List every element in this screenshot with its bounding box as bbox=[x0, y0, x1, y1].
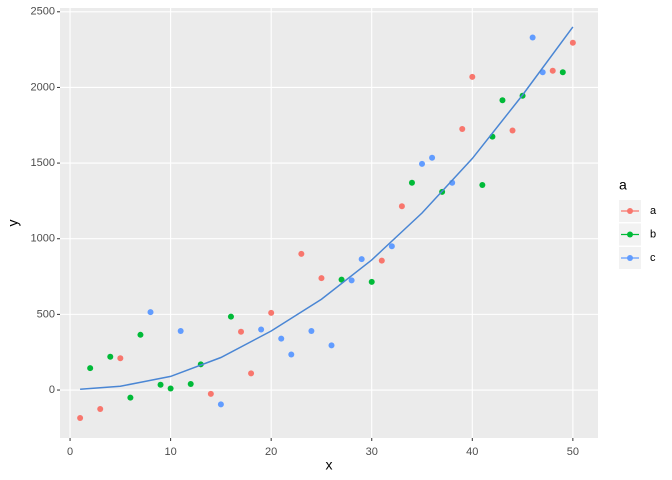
point bbox=[358, 256, 365, 263]
point bbox=[258, 326, 265, 333]
legend-point bbox=[627, 255, 633, 261]
point bbox=[429, 154, 436, 161]
point bbox=[97, 405, 104, 412]
point bbox=[499, 97, 506, 104]
point bbox=[268, 309, 275, 316]
point bbox=[348, 277, 355, 284]
legend-point bbox=[627, 208, 633, 214]
point bbox=[408, 179, 415, 186]
legend-label: a bbox=[650, 205, 657, 217]
point bbox=[328, 342, 335, 349]
x-tick-label: 30 bbox=[366, 446, 378, 458]
point bbox=[368, 278, 375, 285]
point bbox=[137, 331, 144, 338]
point bbox=[469, 73, 476, 80]
point bbox=[217, 401, 224, 408]
point bbox=[569, 39, 576, 46]
x-tick-label: 50 bbox=[567, 446, 579, 458]
point bbox=[248, 370, 255, 377]
point bbox=[157, 381, 164, 388]
point bbox=[378, 257, 385, 264]
y-tick-label: 1000 bbox=[31, 233, 55, 245]
legend-label: c bbox=[650, 252, 656, 264]
point bbox=[187, 380, 194, 387]
y-tick-label: 2000 bbox=[31, 81, 55, 93]
panel bbox=[60, 8, 598, 438]
point bbox=[529, 34, 536, 41]
point bbox=[117, 355, 124, 362]
point bbox=[298, 250, 305, 257]
point bbox=[318, 275, 325, 282]
point bbox=[308, 328, 315, 335]
y-axis-title: y bbox=[5, 220, 21, 227]
x-tick-label: 40 bbox=[466, 446, 478, 458]
point bbox=[278, 335, 285, 342]
x-tick-label: 0 bbox=[67, 446, 73, 458]
point bbox=[459, 126, 466, 133]
y-tick-label: 0 bbox=[49, 384, 55, 396]
point bbox=[398, 203, 405, 210]
point bbox=[419, 160, 426, 167]
legend-label: b bbox=[650, 228, 656, 240]
point bbox=[479, 182, 486, 189]
point bbox=[127, 394, 134, 401]
point bbox=[338, 276, 345, 283]
legend-title: a bbox=[619, 177, 627, 193]
point bbox=[207, 390, 214, 397]
point bbox=[509, 127, 516, 134]
point bbox=[147, 309, 154, 316]
x-tick-label: 20 bbox=[265, 446, 277, 458]
point bbox=[87, 365, 94, 372]
point bbox=[227, 313, 234, 320]
legend-point bbox=[627, 231, 633, 238]
point bbox=[388, 243, 395, 250]
point bbox=[107, 353, 114, 360]
y-tick-label: 1500 bbox=[31, 157, 55, 169]
point bbox=[559, 69, 566, 76]
point bbox=[167, 385, 174, 392]
y-tick-label: 2500 bbox=[31, 6, 55, 18]
point bbox=[238, 328, 245, 335]
point bbox=[288, 351, 295, 358]
y-tick-label: 500 bbox=[37, 308, 55, 320]
x-tick-label: 10 bbox=[164, 446, 176, 458]
point bbox=[549, 67, 556, 74]
fit-curve bbox=[80, 26, 574, 391]
point bbox=[177, 328, 184, 335]
point bbox=[77, 415, 84, 422]
x-axis-title: x bbox=[326, 457, 333, 473]
